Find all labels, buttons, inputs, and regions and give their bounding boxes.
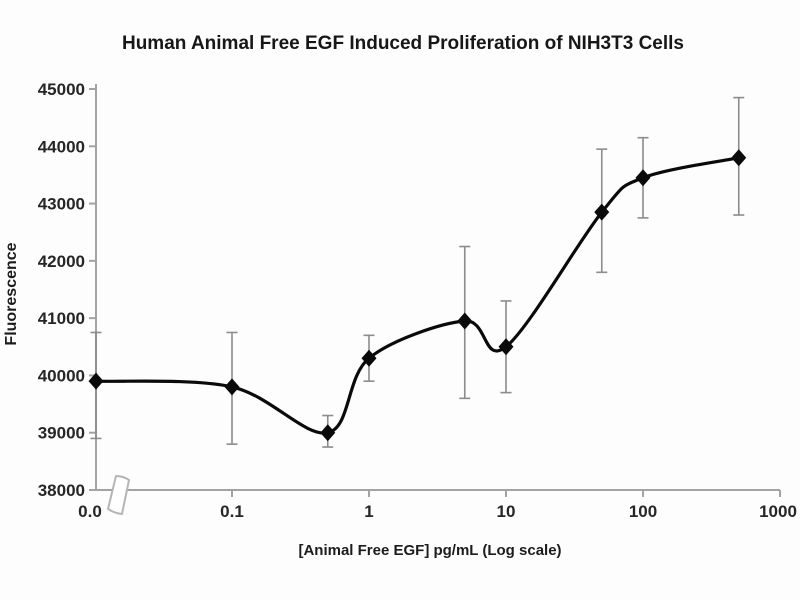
axis-break-icon [107,475,130,515]
y-tick-label: 40000 [38,366,85,385]
y-tick-label: 44000 [38,137,85,156]
y-tick-label: 41000 [38,309,85,328]
x-tick-label: 10 [497,502,516,521]
data-point-marker [594,203,610,221]
x-axis-ticks: 0.0 0.1 1 10 100 1000 [78,490,797,521]
error-bars [90,96,745,448]
y-tick-label: 38000 [38,481,85,500]
data-point-marker [224,378,240,396]
data-point-marker [320,424,336,442]
y-tick-label: 43000 [38,195,85,214]
data-points [88,149,747,442]
x-axis-label: [Animal Free EGF] pg/mL (Log scale) [298,542,562,559]
x-tick-label: 100 [629,502,657,521]
y-axis-ticks: 38000 39000 40000 41000 42000 43000 44000 45000 [38,80,96,500]
y-tick-label: 39000 [38,424,85,443]
data-point-marker [88,372,104,390]
data-point-marker [731,149,747,167]
y-tick-label: 45000 [38,80,85,99]
chart-title: Human Animal Free EGF Induced Proliferat… [121,33,684,54]
x-tick-label: 0.0 [78,502,102,521]
x-tick-label: 0.1 [220,502,244,521]
x-tick-label: 1000 [759,502,797,521]
data-point-marker [498,338,514,356]
data-point-marker [457,312,473,330]
axes [95,84,780,491]
data-point-marker [635,169,651,187]
y-tick-label: 42000 [38,252,85,271]
x-tick-label: 1 [364,502,373,521]
data-point-marker [361,349,377,367]
